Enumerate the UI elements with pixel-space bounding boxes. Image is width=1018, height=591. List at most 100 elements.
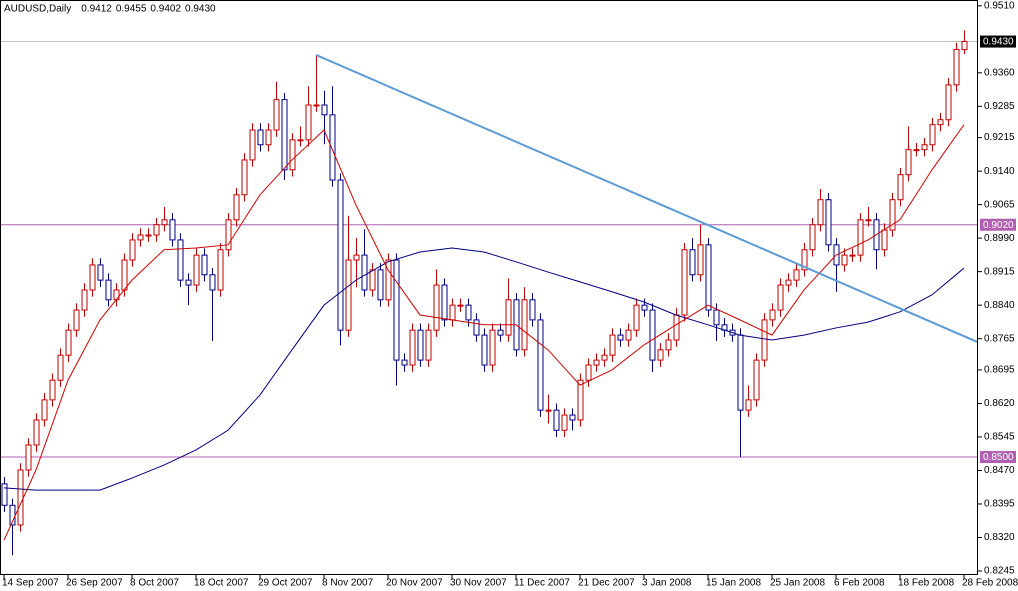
price-box <box>980 218 1016 231</box>
candle-body <box>241 159 248 196</box>
candle-body <box>425 329 432 361</box>
candle-body <box>849 254 856 257</box>
candle-body <box>761 319 768 361</box>
candle-body <box>841 254 848 266</box>
candle-body <box>897 174 904 201</box>
candle-body <box>489 329 496 366</box>
candle-body <box>505 299 512 336</box>
candle-body <box>697 244 704 276</box>
candle-body <box>465 304 472 321</box>
candle-body <box>281 99 288 171</box>
candle-body <box>225 219 232 251</box>
candle-body <box>913 149 920 152</box>
candle-body <box>441 284 448 321</box>
candle-body <box>609 334 616 356</box>
candle-body <box>393 259 400 361</box>
candle-body <box>385 259 392 301</box>
ohlc-label: 0.9455 <box>116 4 147 15</box>
candle-body <box>137 234 144 241</box>
candle-body <box>937 119 944 126</box>
candle-body <box>945 84 952 121</box>
candle-body <box>41 399 48 421</box>
candle-body <box>809 224 816 251</box>
candle-body <box>321 104 328 116</box>
price-box <box>980 451 1016 464</box>
candle-body <box>473 319 480 336</box>
candle-body <box>529 299 536 321</box>
candle-body <box>17 469 24 526</box>
candle-body <box>817 199 824 226</box>
plot-frame <box>0 0 978 575</box>
candle-body <box>249 129 256 161</box>
x-tick-label: 28 Feb 2008 <box>962 578 1018 589</box>
candle-body <box>161 219 168 226</box>
candle-body <box>417 329 424 361</box>
price-box <box>980 35 1016 48</box>
y-tick-label: 0.8765 <box>984 333 1015 344</box>
candle-body <box>57 354 64 381</box>
candle-body <box>953 49 960 86</box>
candle-body <box>33 419 40 446</box>
x-tick-label: 15 Jan 2008 <box>706 578 761 589</box>
candle-body <box>657 349 664 361</box>
candle-body <box>49 379 56 401</box>
chart-title: AUDUSD,Daily <box>4 4 71 15</box>
candle-body <box>201 254 208 276</box>
y-tick-label: 0.8470 <box>984 465 1015 476</box>
candle-body <box>905 149 912 176</box>
y-tick-label: 0.8915 <box>984 266 1015 277</box>
y-tick-label: 0.9360 <box>984 67 1015 78</box>
candle-body <box>625 329 632 341</box>
candle-body <box>89 264 96 291</box>
price-label: 0.8500 <box>983 452 1014 463</box>
candle-body <box>745 399 752 411</box>
candle-body <box>361 254 368 291</box>
candle-body <box>713 309 720 326</box>
candle-body <box>217 249 224 291</box>
candle-body <box>377 269 384 301</box>
candle-body <box>777 284 784 311</box>
candle-body <box>289 139 296 171</box>
y-tick-label: 0.8840 <box>984 300 1015 311</box>
moving-average <box>3 247 965 491</box>
y-tick-label: 0.8245 <box>984 566 1015 577</box>
candle-body <box>233 194 240 221</box>
candle-body <box>881 229 888 251</box>
candle-body <box>521 299 528 351</box>
candle-body <box>297 139 304 142</box>
candle-body <box>641 304 648 311</box>
candle-body <box>129 239 136 261</box>
moving-average <box>3 124 965 541</box>
candle-body <box>145 234 152 237</box>
price-label: 0.9020 <box>983 220 1014 231</box>
candle-body <box>185 279 192 286</box>
x-tick-label: 14 Sep 2007 <box>2 578 59 589</box>
candle-body <box>689 249 696 276</box>
y-tick-label: 0.8320 <box>984 532 1015 543</box>
candle-body <box>97 264 104 281</box>
candle-body <box>665 339 672 351</box>
x-tick-label: 8 Nov 2007 <box>322 578 374 589</box>
candle-body <box>569 414 576 421</box>
x-tick-label: 18 Feb 2008 <box>898 578 955 589</box>
candle-body <box>457 304 464 307</box>
candle-body <box>545 409 552 412</box>
y-tick-label: 0.9140 <box>984 166 1015 177</box>
candle-body <box>921 144 928 151</box>
x-tick-label: 29 Oct 2007 <box>258 578 313 589</box>
price-label: 0.9430 <box>983 37 1014 48</box>
y-tick-label: 0.9215 <box>984 132 1015 143</box>
candle-body <box>753 359 760 401</box>
candle-body <box>585 364 592 381</box>
candle-body <box>81 289 88 311</box>
candle-body <box>801 249 808 271</box>
x-tick-label: 26 Sep 2007 <box>66 578 123 589</box>
candle-body <box>497 329 504 336</box>
candle-body <box>865 219 872 222</box>
x-tick-label: 21 Dec 2007 <box>578 578 635 589</box>
y-tick-label: 0.8695 <box>984 365 1015 376</box>
candle-body <box>1 483 8 506</box>
